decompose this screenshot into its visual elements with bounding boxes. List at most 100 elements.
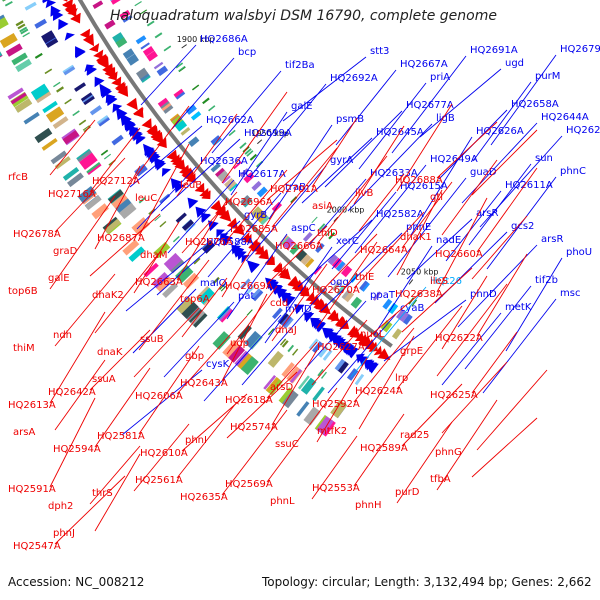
- green-marker-band-feature: [154, 215, 162, 222]
- inner-color-band-feature: [190, 111, 202, 121]
- forward-gene-label: gcs2: [511, 221, 534, 232]
- inner-color-band-feature: [122, 14, 133, 23]
- forward-gene-label: HQ2588A: [206, 237, 254, 248]
- genome-stats-label: Topology: circular; Length: 3,132,494 bp…: [262, 575, 592, 589]
- reverse-gene-label: HQ2664A: [360, 245, 408, 256]
- green-marker-band-feature: [138, 196, 146, 204]
- green-marker-band-feature: [34, 52, 43, 59]
- outer-feature-band-feature: [303, 406, 321, 426]
- reverse-cds-track-arrow: [339, 319, 350, 329]
- forward-gene-label: minD: [285, 304, 312, 315]
- reverse-cds-track-arrow: [62, 0, 73, 10]
- inner-color-band-feature: [233, 161, 242, 170]
- green-marker-band-feature: [64, 98, 72, 105]
- forward-cds-track-arrow: [241, 254, 250, 264]
- forward-gene-label: pat: [238, 291, 254, 302]
- blue-tone-band-feature: [311, 341, 324, 354]
- forward-gene-label: HQ2667A: [400, 59, 448, 70]
- forward-gene-label: HQ2649A: [430, 154, 478, 165]
- reverse-gene-label: HQ2688A: [395, 175, 443, 186]
- reverse-gene-label: HQ2553A: [312, 483, 360, 494]
- inner-color-band-feature: [360, 281, 370, 292]
- inner-feature-band-feature: [140, 74, 151, 83]
- outer-feature-band-feature: [212, 331, 231, 350]
- inner-feature-band-feature: [250, 206, 263, 218]
- reverse-label-connector: [133, 105, 190, 180]
- reverse-label-connector: [316, 357, 368, 443]
- reverse-gene-label: galE: [48, 273, 70, 284]
- inner-color-band-feature: [251, 180, 262, 191]
- forward-label-connector: [391, 55, 467, 154]
- inner-color-band-feature: [173, 88, 184, 98]
- reverse-label-connector: [94, 453, 141, 532]
- middle-feature-band-feature: [196, 285, 211, 301]
- reverse-cds-track-arrow: [93, 49, 104, 59]
- reverse-label-connector: [54, 273, 116, 347]
- forward-gene-label: galE: [291, 101, 313, 112]
- forward-label-connector: [354, 164, 427, 254]
- green-marker-band-feature: [212, 277, 220, 285]
- inner-feature-band-feature: [289, 243, 301, 255]
- blue-tone-band-feature: [283, 317, 294, 329]
- middle-feature-band-feature: [52, 116, 69, 130]
- outer-feature-band-feature: [84, 195, 102, 211]
- forward-gene-label: ugd: [505, 58, 524, 69]
- forward-cds-track-arrow: [135, 135, 146, 145]
- forward-cds-track-arrow: [42, 0, 47, 3]
- reverse-gene-label: HQ2589A: [360, 443, 408, 454]
- forward-cds-track-arrow: [101, 89, 112, 98]
- forward-gene-label: HQ2679A: [560, 44, 600, 55]
- reverse-gene-label: ndh: [53, 330, 72, 341]
- inner-green-band-feature: [191, 84, 200, 91]
- scale-tick-mark: [408, 279, 414, 285]
- inner-feature-band-feature: [188, 136, 200, 148]
- reverse-gene-label: thiM: [13, 343, 35, 354]
- reverse-label-connector: [441, 275, 488, 350]
- inner-color-band-feature: [210, 135, 222, 146]
- middle-feature-band-feature: [79, 152, 98, 170]
- reverse-label-connector: [89, 127, 141, 193]
- reverse-gene-label: HQ2622A: [435, 333, 483, 344]
- forward-label-connector: [383, 299, 467, 362]
- inner-feature-band-feature: [161, 102, 172, 111]
- forward-gene-label: phoU: [566, 247, 592, 258]
- green-marker-band-feature: [320, 371, 327, 379]
- forward-label-connector: [207, 192, 282, 278]
- outer-feature-band-feature: [10, 92, 27, 105]
- forward-gene-label: tif2Ba: [285, 60, 315, 71]
- inner-feature-band-feature: [135, 67, 149, 80]
- forward-label-connector: [249, 83, 327, 178]
- reverse-gene-label: tfbA: [430, 474, 451, 485]
- genome-title: Haloquadratum walsbyi DSM 16790, complet…: [110, 8, 497, 24]
- forward-gene-label: ogg: [330, 277, 349, 288]
- middle-feature-band-feature: [281, 362, 295, 378]
- inner-green-band-feature: [228, 129, 236, 137]
- green-marker-band-feature: [172, 235, 180, 243]
- forward-cds-track-arrow: [161, 168, 172, 177]
- forward-label-connector: [472, 81, 532, 162]
- outer-feature-band-feature: [23, 111, 40, 125]
- forward-cds-track-arrow: [106, 93, 118, 106]
- reverse-gene-label: HQ2666A: [275, 241, 323, 252]
- inner-green-band-feature: [325, 229, 332, 237]
- middle-feature-band-feature: [300, 377, 317, 395]
- outer-feature-band-feature: [0, 51, 3, 57]
- reverse-gene-label: ileS: [430, 276, 448, 287]
- inner-color-band-feature: [359, 280, 369, 291]
- reverse-label-connector: [401, 267, 473, 333]
- forward-cds-track-arrow: [265, 277, 277, 290]
- reverse-label-connector: [311, 319, 368, 386]
- inner-feature-band-feature: [300, 253, 312, 266]
- green-marker-band-feature: [19, 26, 28, 33]
- inner-color-band-feature: [400, 312, 409, 323]
- reverse-cds-track-arrow: [111, 76, 122, 87]
- scale-tick-mark: [181, 44, 187, 49]
- middle-feature-band-feature: [312, 386, 325, 402]
- blue-tone-band-feature: [317, 345, 329, 358]
- inner-green-band-feature: [139, 9, 148, 15]
- reverse-label-connector: [138, 345, 200, 435]
- reverse-label-connector: [226, 169, 288, 241]
- reverse-gene-label: top6B: [8, 286, 38, 297]
- middle-feature-band-feature: [86, 161, 101, 174]
- reverse-cds-track-arrow: [126, 97, 138, 111]
